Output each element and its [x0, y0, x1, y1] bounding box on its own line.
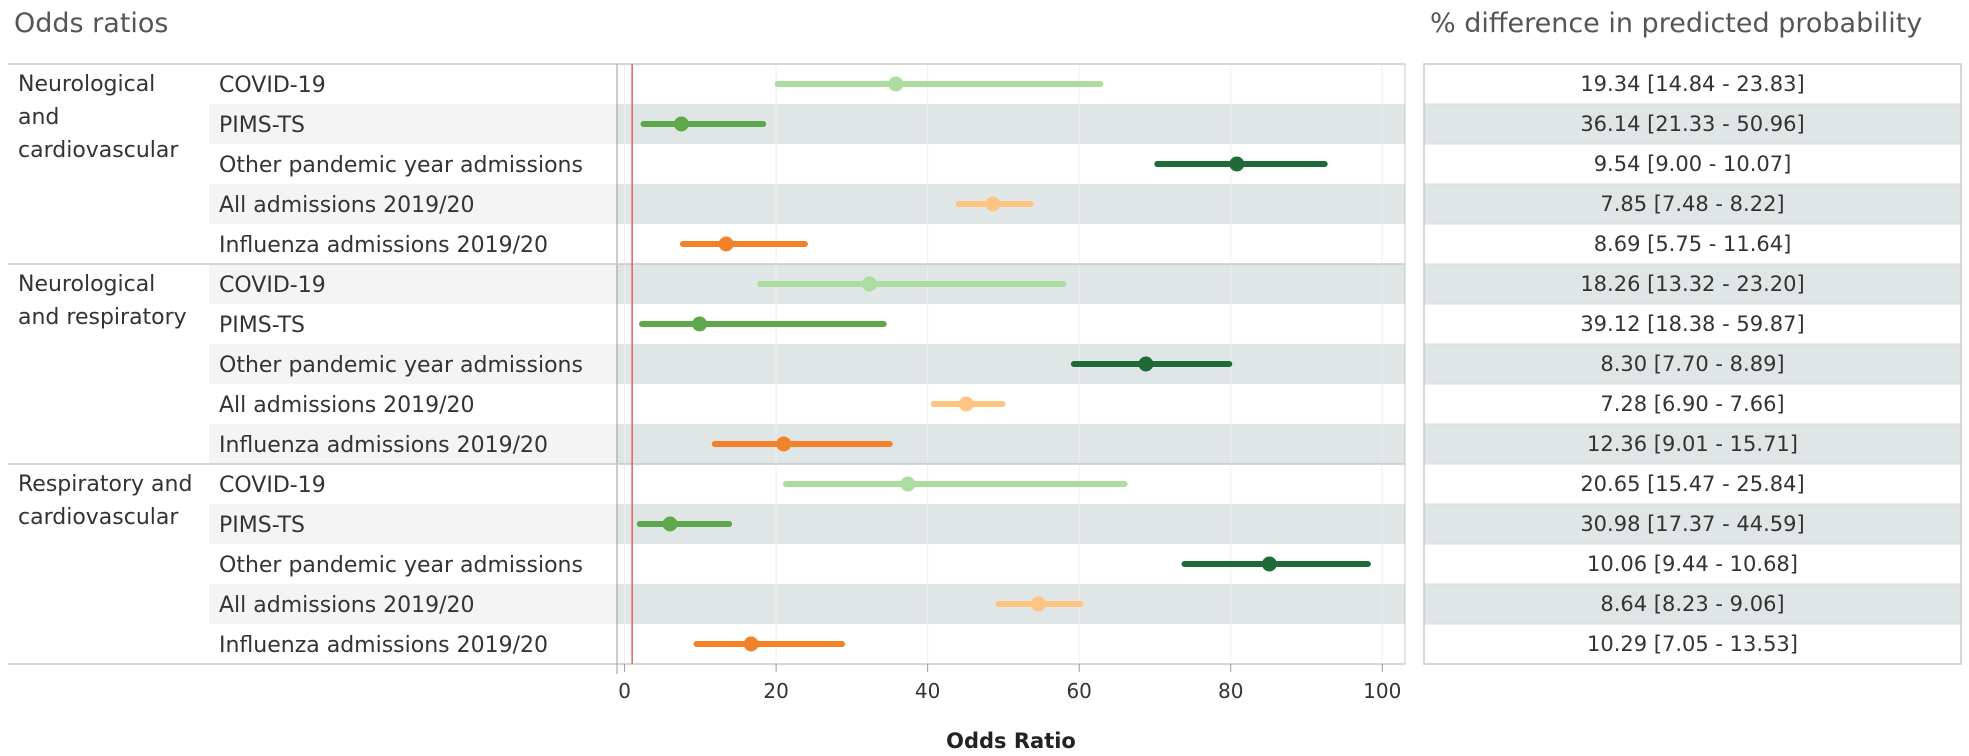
- row-label: All admissions 2019/20: [219, 593, 475, 618]
- row-label: PIMS-TS: [219, 513, 305, 538]
- table-frame: [1423, 63, 1962, 665]
- point-estimate: [718, 236, 734, 252]
- row-label: PIMS-TS: [219, 113, 305, 138]
- row-band-table: [1424, 504, 1961, 544]
- group-label: cardiovascular: [18, 505, 179, 530]
- point-estimate: [900, 476, 916, 492]
- group-label: and: [18, 105, 59, 130]
- row-bands: [209, 104, 1961, 624]
- row-label: All admissions 2019/20: [219, 393, 475, 418]
- row-label: PIMS-TS: [219, 313, 305, 338]
- pct-difference-value: 39.12 [18.38 - 59.87]: [1580, 312, 1804, 336]
- row-label: COVID-19: [219, 273, 326, 298]
- row-band-plot: [617, 504, 1405, 544]
- x-tick-label: 0: [618, 679, 631, 703]
- group-label: Neurological: [18, 272, 155, 297]
- row-label: Other pandemic year admissions: [219, 353, 583, 378]
- pct-difference-value: 10.06 [9.44 - 10.68]: [1587, 552, 1798, 576]
- pct-difference-value: 18.26 [13.32 - 23.20]: [1580, 272, 1804, 296]
- x-axis-title: Odds Ratio: [946, 729, 1076, 753]
- row-label: Other pandemic year admissions: [219, 153, 583, 178]
- pct-difference-value: 10.29 [7.05 - 13.53]: [1587, 632, 1798, 656]
- group-label: Respiratory and: [18, 472, 192, 497]
- data-marks: [636, 76, 1371, 652]
- x-tick-label: 100: [1363, 679, 1401, 703]
- point-estimate: [888, 76, 904, 92]
- point-estimate: [776, 436, 792, 452]
- point-estimate: [861, 276, 877, 292]
- pct-difference-value: 20.65 [15.47 - 25.84]: [1580, 472, 1804, 496]
- pct-difference-value: 12.36 [9.01 - 15.71]: [1587, 432, 1798, 456]
- group-label: Neurological: [18, 72, 155, 97]
- point-estimate: [1261, 556, 1277, 572]
- point-estimate: [1138, 356, 1154, 372]
- row-label: Other pandemic year admissions: [219, 553, 583, 578]
- pct-difference-value: 30.98 [17.37 - 44.59]: [1580, 512, 1804, 536]
- row-label: All admissions 2019/20: [219, 193, 475, 218]
- chart-title: Odds ratios: [14, 8, 169, 39]
- plot-frame: [8, 63, 1962, 674]
- point-estimate: [673, 116, 689, 132]
- row-band-table: [1424, 584, 1961, 624]
- group-label: cardiovascular: [18, 138, 179, 163]
- x-axis: 0 20 40 60 80 100 Odds Ratio: [618, 664, 1401, 753]
- pct-difference-value: 36.14 [21.33 - 50.96]: [1580, 112, 1804, 136]
- row-label: Influenza admissions 2019/20: [219, 633, 548, 658]
- pct-difference-value: 8.30 [7.70 - 8.89]: [1600, 352, 1784, 376]
- table-title: % difference in predicted probability: [1430, 8, 1923, 39]
- row-labels: Neurological and cardiovascular Neurologica…: [18, 72, 583, 658]
- row-label: COVID-19: [219, 73, 326, 98]
- row-band-table: [1424, 424, 1961, 464]
- row-label: COVID-19: [219, 473, 326, 498]
- x-tick-label: 80: [1218, 679, 1243, 703]
- pct-difference-value: 7.85 [7.48 - 8.22]: [1600, 192, 1784, 216]
- pct-difference-value: 19.34 [14.84 - 23.83]: [1580, 72, 1804, 96]
- pct-difference-value: 8.69 [5.75 - 11.64]: [1594, 232, 1792, 256]
- point-estimate: [692, 316, 708, 332]
- point-estimate: [985, 196, 1001, 212]
- point-estimate: [1030, 596, 1046, 612]
- point-estimate: [1229, 156, 1245, 172]
- group-label: and respiratory: [18, 305, 187, 330]
- pct-difference-value: 9.54 [9.00 - 10.07]: [1594, 152, 1792, 176]
- row-band-table: [1424, 104, 1961, 144]
- row-band-table: [1424, 344, 1961, 384]
- row-label: Influenza admissions 2019/20: [219, 233, 548, 258]
- x-tick-label: 60: [1066, 679, 1091, 703]
- point-estimate: [958, 396, 974, 412]
- row-band-table: [1424, 264, 1961, 304]
- pct-difference-value: 7.28 [6.90 - 7.66]: [1600, 392, 1784, 416]
- point-estimate: [662, 516, 678, 532]
- row-label: Influenza admissions 2019/20: [219, 433, 548, 458]
- row-band-plot: [617, 344, 1405, 384]
- point-estimate: [743, 636, 759, 652]
- row-band-table: [1424, 184, 1961, 224]
- pct-table: 19.34 [14.84 - 23.83] 36.14 [21.33 - 50.9…: [1580, 72, 1804, 656]
- pct-difference-value: 8.64 [8.23 - 9.06]: [1600, 592, 1784, 616]
- x-tick-label: 20: [763, 679, 788, 703]
- x-tick-label: 40: [915, 679, 940, 703]
